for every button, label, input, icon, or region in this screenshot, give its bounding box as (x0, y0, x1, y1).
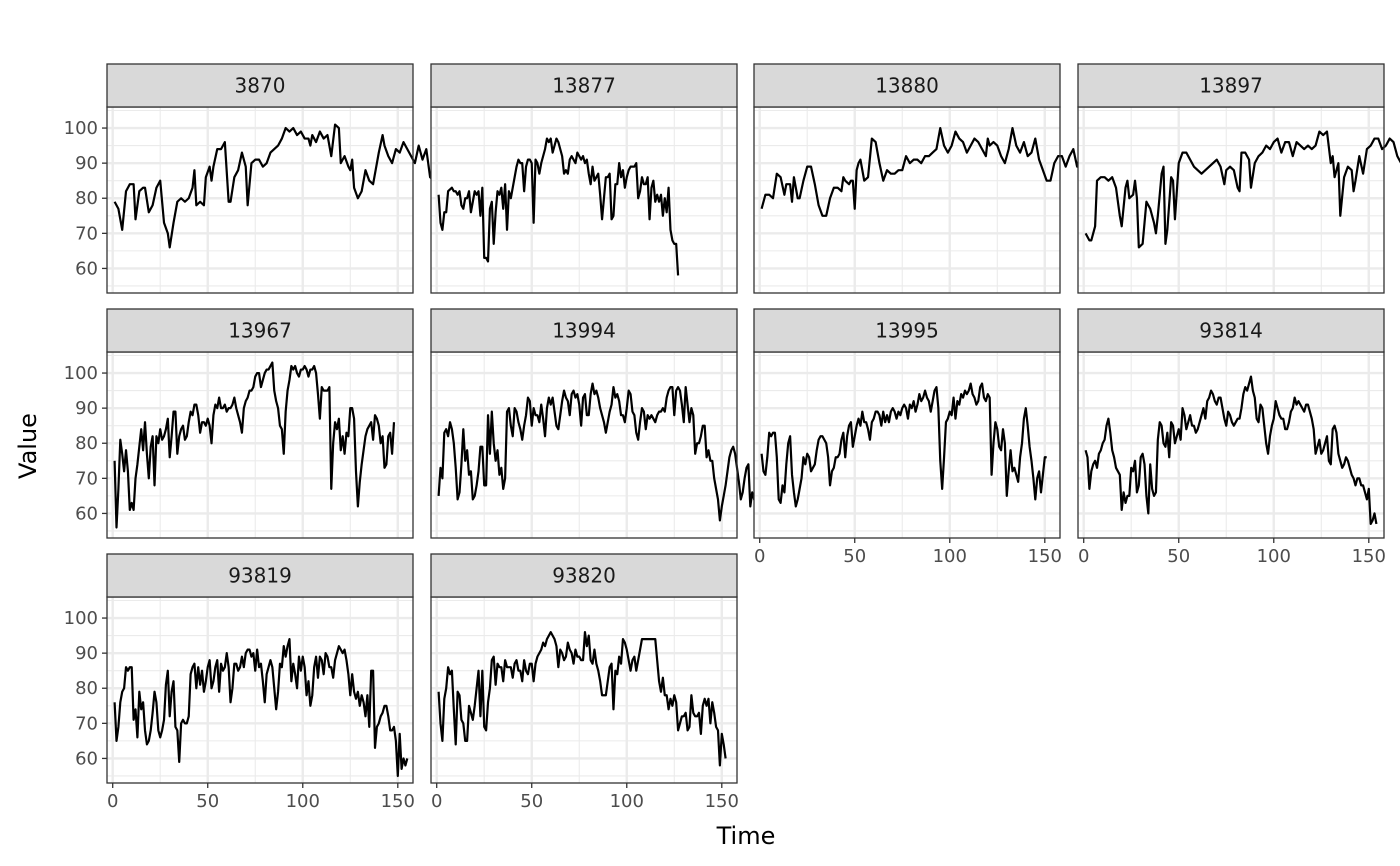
strip-background (1077, 308, 1385, 353)
y-axis-title: Value (14, 413, 42, 479)
y-tick-label: 70 (75, 713, 98, 734)
y-tick-label: 70 (75, 468, 98, 489)
facet-panel-13897: 13897 (1077, 63, 1400, 294)
strip-background (753, 63, 1061, 108)
series-line-13897 (1084, 130, 1400, 249)
strip-background (430, 553, 738, 598)
x-tick-label: 100 (610, 791, 644, 812)
strip-background (430, 63, 738, 108)
strip-background (106, 553, 414, 598)
y-tick-label: 60 (75, 258, 98, 279)
facet-panel-13967: 13967 60 70 80 90 100 (64, 308, 414, 539)
panel-background (754, 352, 1060, 538)
panel-background (1078, 107, 1384, 293)
x-tick-label: 50 (843, 546, 866, 567)
x-tick-label: 100 (286, 791, 320, 812)
series-line-93820 (437, 630, 727, 767)
strip-label: 93814 (1199, 319, 1263, 343)
strip-background (1077, 63, 1385, 108)
facet-panel-93819: 93819 60 70 80 90 100 0 50 100 150 (64, 553, 415, 812)
y-tick-label: 90 (75, 398, 98, 419)
y-tick-label: 90 (75, 643, 98, 664)
y-tick-label: 100 (64, 118, 98, 139)
strip-background (753, 308, 1061, 353)
y-tick-label: 90 (75, 153, 98, 174)
panel-background (107, 597, 413, 783)
facet-panel-93820: 93820 0 50 100 150 (430, 553, 739, 812)
x-tick-label: 100 (1257, 546, 1291, 567)
x-tick-label: 50 (196, 791, 219, 812)
x-tick-label: 0 (1078, 546, 1089, 567)
y-tick-label: 70 (75, 223, 98, 244)
x-tick-label: 150 (705, 791, 739, 812)
strip-background (106, 63, 414, 108)
series-line-93814 (1084, 375, 1378, 526)
x-tick-label: 50 (1167, 546, 1190, 567)
x-tick-label: 0 (431, 791, 442, 812)
facet-panels: 3870 60 70 80 90 100 13877 13880 13897 13967 60 70 8… (64, 63, 1400, 812)
facet-panel-13994: 13994 (430, 308, 758, 539)
x-tick-label: 150 (1028, 546, 1062, 567)
facet-panel-13877: 13877 (430, 63, 738, 294)
strip-label: 13967 (228, 319, 292, 343)
panel-background (754, 107, 1060, 293)
y-tick-label: 100 (64, 363, 98, 384)
x-tick-label: 0 (754, 546, 765, 567)
x-tick-label: 100 (933, 546, 967, 567)
facet-panel-3870: 3870 60 70 80 90 100 (64, 63, 504, 294)
series-line-13994 (437, 382, 758, 522)
panel-background (431, 107, 737, 293)
strip-label: 13880 (875, 74, 939, 98)
y-tick-label: 80 (75, 188, 98, 209)
y-tick-label: 60 (75, 503, 98, 524)
facet-panel-13995: 13995 0 50 100 150 (753, 308, 1062, 567)
y-tick-label: 60 (75, 748, 98, 769)
series-line-93819 (113, 638, 409, 778)
strip-label: 3870 (235, 74, 286, 98)
strip-background (430, 308, 738, 353)
x-axis-title: Time (716, 822, 776, 850)
y-tick-label: 80 (75, 678, 98, 699)
panel-background (431, 352, 737, 538)
strip-label: 13877 (552, 74, 616, 98)
x-tick-label: 50 (520, 791, 543, 812)
y-tick-label: 100 (64, 608, 98, 629)
series-line-13995 (760, 382, 1047, 508)
series-line-13877 (437, 137, 680, 276)
strip-label: 13897 (1199, 74, 1263, 98)
panel-background (1078, 352, 1384, 538)
facet-panel-13880: 13880 (753, 63, 1157, 294)
series-line-13967 (113, 361, 396, 529)
strip-label: 93820 (552, 564, 616, 588)
x-tick-label: 0 (107, 791, 118, 812)
panel-background (107, 107, 413, 293)
x-tick-label: 150 (381, 791, 415, 812)
y-tick-label: 80 (75, 433, 98, 454)
strip-label: 93819 (228, 564, 292, 588)
strip-label: 13994 (552, 319, 616, 343)
facet-panel-93814: 93814 0 50 100 150 (1077, 308, 1386, 567)
x-tick-label: 150 (1352, 546, 1386, 567)
strip-background (106, 308, 414, 353)
strip-label: 13995 (875, 319, 939, 343)
